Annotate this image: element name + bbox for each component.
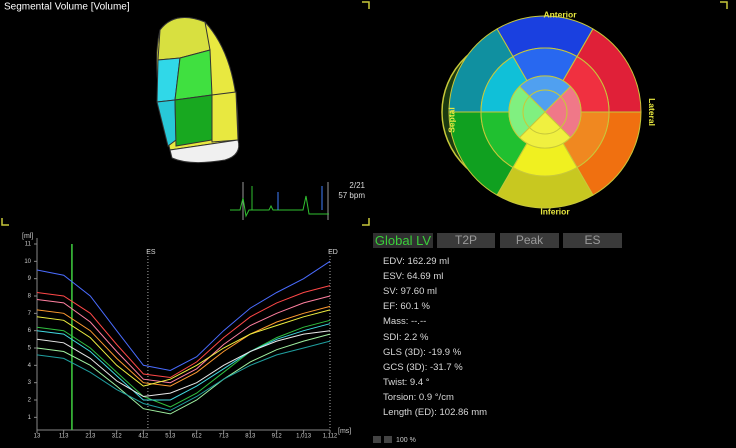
volume-curve xyxy=(36,295,331,384)
y-tick-label: 9 xyxy=(28,276,32,282)
y-tick-label: 3 xyxy=(28,380,32,386)
label-lateral: Lateral xyxy=(647,98,657,126)
stat: Torsion: 0.9 °/cm xyxy=(383,391,454,403)
volume-curve xyxy=(36,309,331,387)
volume-chart: [ml] [ms] 1 2 3 4 5 6 7 8 9 10 11 13 113 213 312 412 513 61… xyxy=(22,233,351,440)
phase-label: ES xyxy=(146,249,156,256)
stat: GCS (3D): -31.7 % xyxy=(383,361,463,373)
heart-model xyxy=(156,17,240,164)
stat: EF: 60.1 % xyxy=(383,301,430,313)
stat: SV: 97.60 ml xyxy=(383,286,438,298)
stat: ESV: 64.69 ml xyxy=(383,271,444,283)
x-tick-label: 1,013 xyxy=(296,434,312,440)
apex xyxy=(522,89,568,135)
x-tick-label: 412 xyxy=(138,434,149,440)
label-anterior: Anterior xyxy=(543,9,577,19)
x-tick-label: 513 xyxy=(165,434,176,440)
volume-curve xyxy=(36,333,331,415)
x-tick-label: 713 xyxy=(219,434,230,440)
stat: Mass: --.-- xyxy=(383,316,427,328)
tab[interactable]: T2P xyxy=(437,233,495,248)
volume-curve xyxy=(36,305,331,387)
stat: Length (ED): 102.86 mm xyxy=(383,407,488,418)
y-tick-label: 8 xyxy=(28,294,32,300)
stat: GLS (3D): -19.9 % xyxy=(383,346,462,358)
stat: EDV: 162.29 ml xyxy=(383,256,450,267)
zoom-button[interactable] xyxy=(384,436,392,443)
corner-brackets xyxy=(1,1,728,226)
y-tick-label: 1 xyxy=(28,415,32,421)
stat: SDI: 2.2 % xyxy=(383,331,429,343)
x-tick-label: 113 xyxy=(59,434,69,440)
volume-curve xyxy=(36,323,331,401)
y-tick-label: 11 xyxy=(25,242,32,248)
zoom-level: 100 % xyxy=(396,437,416,444)
y-tick-label: 5 xyxy=(28,346,32,352)
y-tick-label: 2 xyxy=(28,398,32,404)
ecg-strip: 2/21 57 bpm xyxy=(230,181,366,220)
phase-label: ED xyxy=(328,249,338,256)
volume-curve xyxy=(36,319,331,408)
zoom-button[interactable] xyxy=(373,436,381,443)
tab[interactable]: Global LV xyxy=(373,233,433,248)
ecg-frame: 2/21 xyxy=(349,181,365,190)
x-tick-label: 912 xyxy=(272,434,283,440)
y-tick-label: 7 xyxy=(28,311,32,317)
x-tick-label: 312 xyxy=(112,434,123,440)
x-tick-label: 213 xyxy=(85,434,96,440)
label-septal: Septal xyxy=(446,107,456,133)
tab[interactable]: Peak xyxy=(500,233,559,248)
segment xyxy=(508,85,546,139)
y-tick-label: 10 xyxy=(24,259,31,265)
volume-curve xyxy=(36,285,331,379)
ecg-rate: 57 bpm xyxy=(338,191,365,200)
bullseye xyxy=(441,15,642,209)
x-axis-label: [ms] xyxy=(338,428,351,435)
x-tick-label: 13 xyxy=(34,434,41,440)
y-axis-label: [ml] xyxy=(22,233,33,240)
tab[interactable]: ES xyxy=(563,233,622,248)
x-tick-label: 1,112 xyxy=(323,434,338,440)
volume-curve xyxy=(36,340,331,411)
x-tick-label: 612 xyxy=(192,434,203,440)
y-tick-label: 6 xyxy=(28,328,32,334)
stat: Twist: 9.4 ° xyxy=(383,376,430,388)
panel-title: Segmental Volume [Volume] xyxy=(4,2,130,13)
x-tick-label: 813 xyxy=(245,434,256,440)
volume-curve xyxy=(36,260,331,372)
label-inferior: Inferior xyxy=(540,206,570,216)
y-tick-label: 4 xyxy=(28,363,32,369)
volume-curve xyxy=(36,330,331,398)
